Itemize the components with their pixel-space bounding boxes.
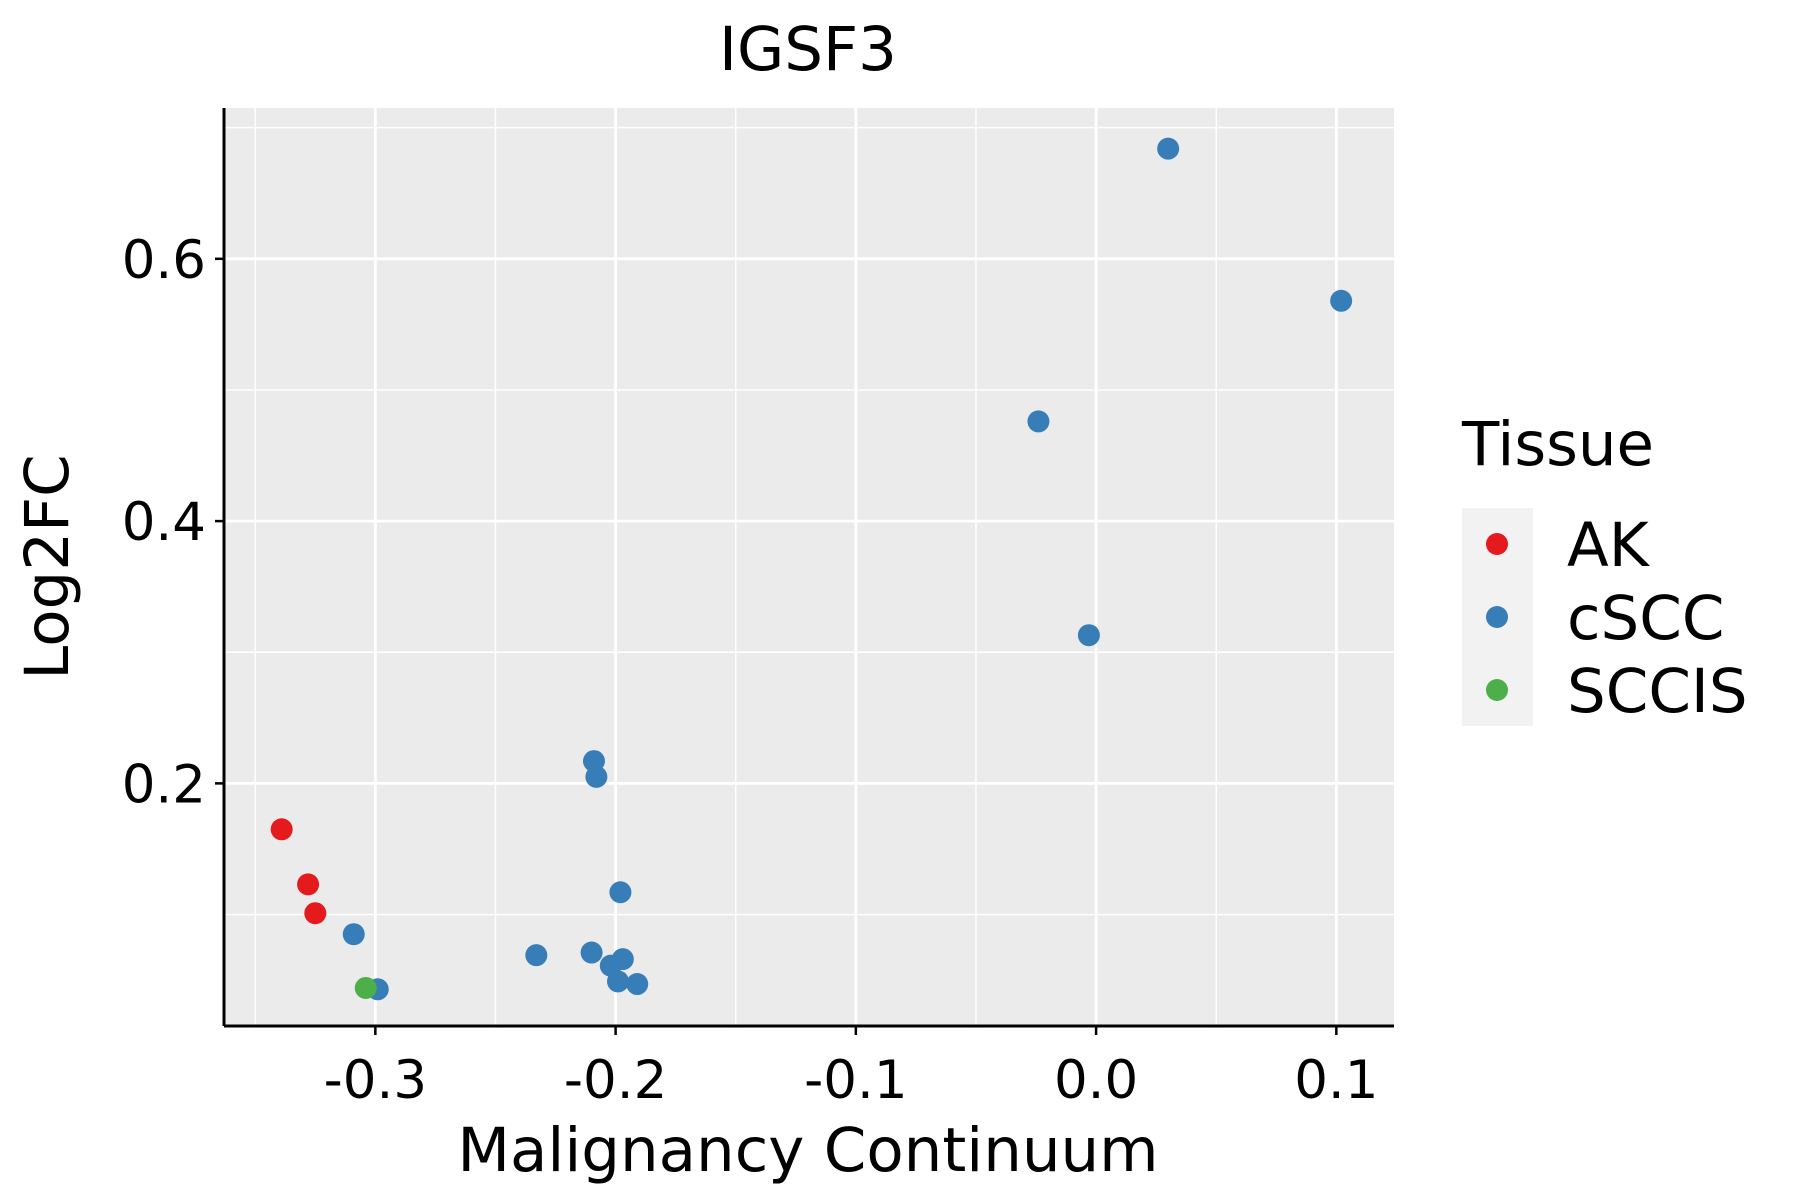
- x-axis-title: Malignancy Continuum: [457, 1115, 1158, 1186]
- x-tick-label: -0.1: [804, 1050, 907, 1111]
- y-tick-label: 0.2: [122, 754, 206, 815]
- legend-key-cscc: [1486, 606, 1508, 628]
- data-point-sccis: [354, 976, 377, 999]
- data-point-cscc: [585, 765, 608, 788]
- y-tick-label: 0.6: [122, 230, 206, 291]
- data-point-ak: [304, 902, 327, 925]
- plot-panel: [224, 108, 1394, 1026]
- data-point-cscc: [1330, 289, 1353, 312]
- y-axis-title: Log2FC: [12, 454, 83, 679]
- data-point-cscc: [1077, 624, 1100, 647]
- y-axis-ticks: 0.2 0.4 0.6: [122, 230, 224, 815]
- data-point-cscc: [1027, 410, 1050, 433]
- data-point-cscc: [342, 923, 365, 946]
- data-point-cscc: [626, 973, 649, 996]
- y-tick-label: 0.4: [122, 492, 206, 553]
- x-tick-label: 0.1: [1294, 1050, 1378, 1111]
- legend-label-sccis: SCCIS: [1567, 656, 1748, 727]
- minor-gridlines: [224, 108, 1394, 1026]
- legend-key-ak: [1486, 533, 1508, 555]
- legend-label-cscc: cSCC: [1567, 583, 1724, 654]
- major-gridlines: [224, 108, 1394, 1026]
- x-tick-label: 0.0: [1054, 1050, 1138, 1111]
- x-tick-label: -0.2: [564, 1050, 667, 1111]
- data-point-cscc: [580, 941, 603, 964]
- data-point-cscc: [525, 944, 548, 967]
- legend-key-sccis: [1486, 679, 1508, 701]
- legend-label-ak: AK: [1567, 510, 1651, 581]
- data-points: [270, 137, 1353, 1001]
- data-point-cscc: [1157, 137, 1180, 160]
- data-point-ak: [270, 818, 293, 841]
- data-point-cscc: [609, 881, 632, 904]
- x-axis-ticks: -0.3 -0.2 -0.1 0.0 0.1: [324, 1026, 1378, 1111]
- legend-title: Tissue: [1461, 409, 1654, 480]
- data-point-cscc: [607, 970, 630, 993]
- data-point-ak: [297, 873, 320, 896]
- x-tick-label: -0.3: [324, 1050, 427, 1111]
- chart-title: IGSF3: [719, 14, 897, 85]
